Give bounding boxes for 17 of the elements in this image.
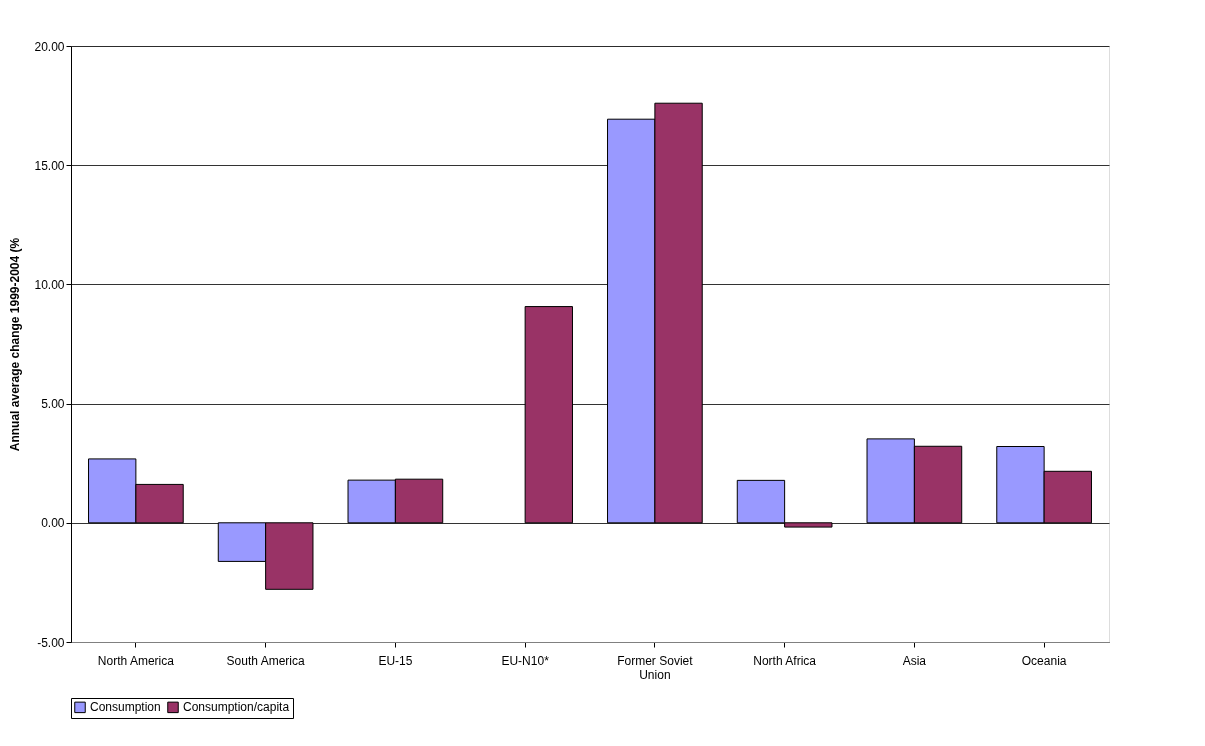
x-tick-label: EU-N10* [501, 653, 550, 668]
x-tick-label: North Africa [753, 653, 817, 668]
x-tick-label: Oceania [1021, 653, 1067, 668]
x-tick-label: Former Soviet Union [617, 653, 694, 682]
y-tick-label: 5.00 [41, 397, 65, 412]
x-tick-label: South America [226, 653, 305, 668]
y-tick-label: -5.00 [37, 635, 65, 650]
y-tick-label: 10.00 [34, 277, 65, 292]
x-tick-label: EU-15 [378, 653, 413, 668]
legend-label: Consumption/capita [183, 700, 290, 715]
y-tick-label: 15.00 [34, 158, 65, 173]
x-tick-label: Asia [902, 653, 927, 668]
legend-label: Consumption [90, 700, 161, 715]
y-tick-label: 0.00 [41, 516, 65, 531]
x-tick-label: North America [97, 653, 175, 668]
y-tick-label: 20.00 [34, 39, 65, 54]
y-axis-title: Annual average change 1999-2004 (% [8, 237, 23, 452]
